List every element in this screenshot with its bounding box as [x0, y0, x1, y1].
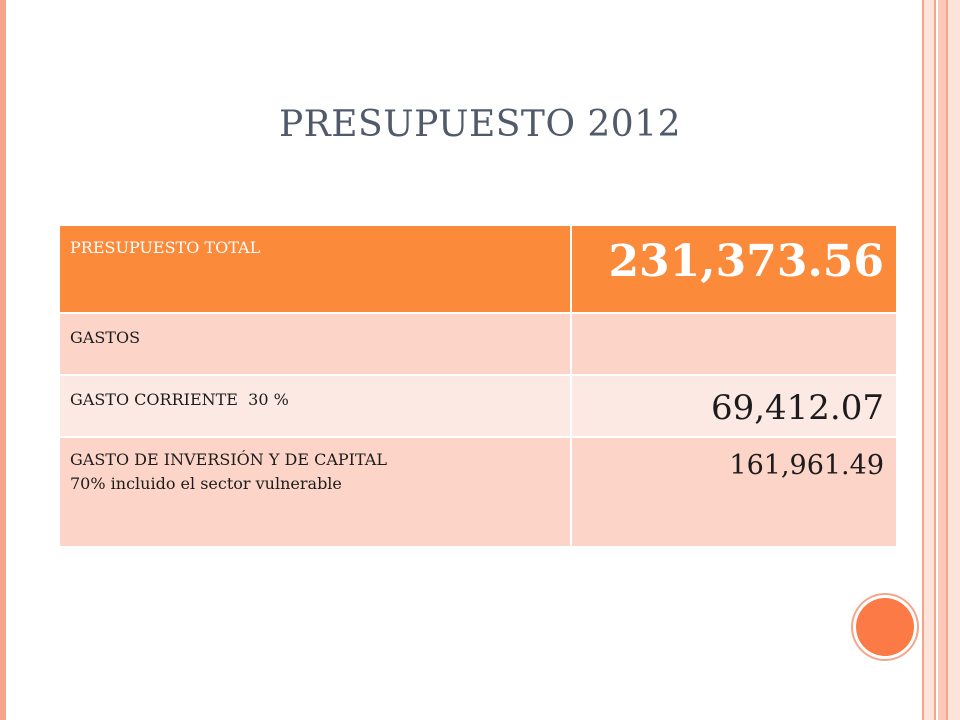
label-gasto-inversion: GASTO DE INVERSIÓN Y DE CAPITAL 70% incl… [60, 438, 570, 496]
label-gasto-inversion-line1: GASTO DE INVERSIÓN Y DE CAPITAL [70, 450, 387, 469]
table-row-gastos: GASTOS [58, 312, 898, 376]
label-gasto-inversion-line2: 70% incluido el sector vulnerable [70, 474, 342, 493]
value-gasto-corriente: 69,412.07 [710, 388, 884, 428]
cell-value-corriente: 69,412.07 [570, 374, 898, 438]
label-gastos: GASTOS [70, 328, 141, 347]
cell-label-inversion: GASTO DE INVERSIÓN Y DE CAPITAL 70% incl… [58, 436, 572, 548]
cell-value-inversion: 161,961.49 [570, 436, 898, 548]
slide-title: PRESUPUESTO 2012 [278, 104, 682, 145]
label-presupuesto-total: PRESUPUESTO TOTAL [70, 238, 261, 257]
table-row-gasto-inversion: GASTO DE INVERSIÓN Y DE CAPITAL 70% incl… [58, 436, 898, 548]
cell-value-total: 231,373.56 [570, 224, 898, 314]
cell-label-gastos: GASTOS [58, 312, 572, 376]
left-border-decoration [0, 0, 6, 720]
decorative-circle-icon [856, 598, 914, 656]
table-row-total: PRESUPUESTO TOTAL 231,373.56 [58, 224, 898, 314]
table-row-gasto-corriente: GASTO CORRIENTE 30 % 69,412.07 [58, 374, 898, 438]
value-presupuesto-total: 231,373.56 [608, 236, 884, 287]
right-border-decoration [920, 0, 960, 720]
label-gasto-corriente: GASTO CORRIENTE 30 % [70, 390, 289, 409]
budget-table: PRESUPUESTO TOTAL 231,373.56 GASTOS GAST… [58, 224, 898, 548]
value-gasto-inversion: 161,961.49 [729, 450, 884, 481]
cell-label-total: PRESUPUESTO TOTAL [58, 224, 572, 314]
cell-label-corriente: GASTO CORRIENTE 30 % [58, 374, 572, 438]
cell-value-gastos [570, 312, 898, 376]
